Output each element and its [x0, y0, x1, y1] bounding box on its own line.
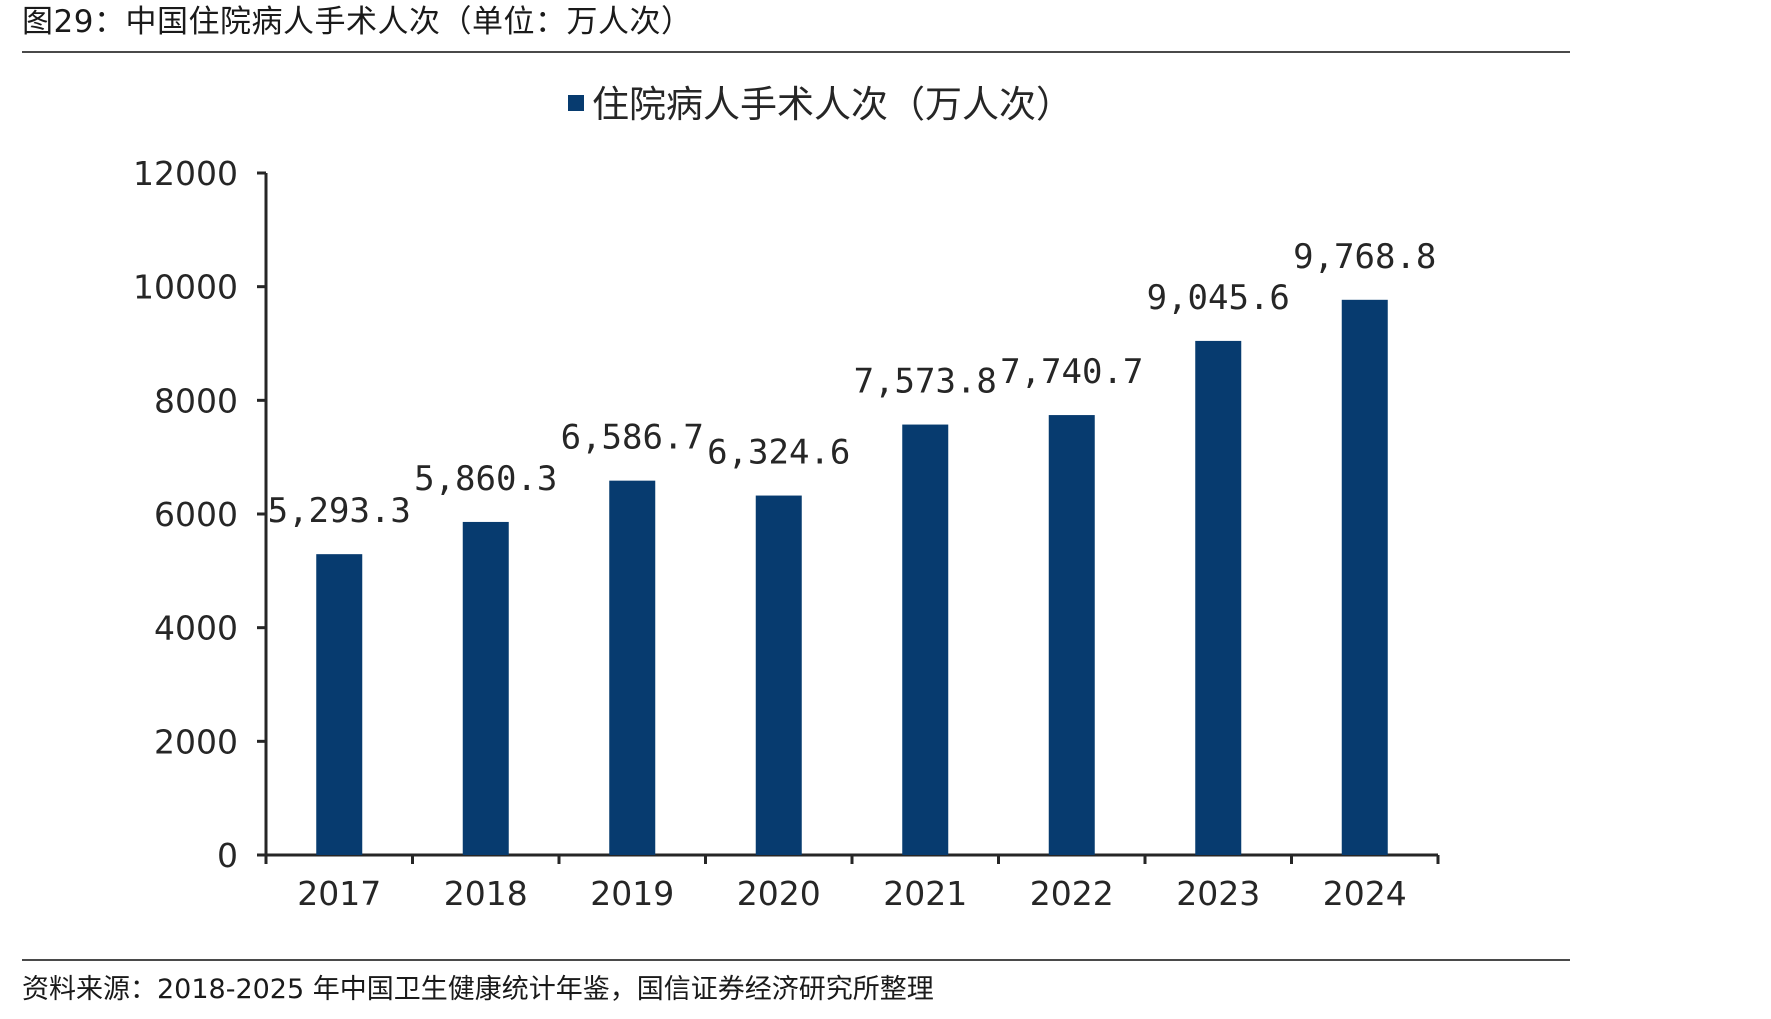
data-label-2020: 6,324.6: [707, 433, 850, 473]
bars: [316, 299, 1388, 855]
y-tick-label: 10000: [133, 268, 238, 307]
bar-2019: [609, 480, 656, 855]
x-tick-label-2020: 2020: [737, 874, 821, 913]
bar-2017: [316, 554, 363, 855]
source-note: 资料来源：2018-2025 年中国卫生健康统计年鉴，国信证券经济研究所整理: [22, 974, 934, 1005]
data-label-2017: 5,293.3: [268, 491, 411, 531]
bar-2018: [462, 521, 509, 855]
y-tick-label: 6000: [154, 495, 238, 534]
x-tick-label-2024: 2024: [1323, 874, 1407, 913]
bar-2021: [902, 424, 949, 855]
x-tick-label-2018: 2018: [444, 874, 528, 913]
data-label-2023: 9,045.6: [1147, 278, 1290, 318]
x-tick-label-2023: 2023: [1176, 874, 1260, 913]
x-tick-label-2022: 2022: [1030, 874, 1114, 913]
y-tick-label: 8000: [154, 381, 238, 420]
axes: 0 2000 4000 6000 8000 10000 12000 2017 2018 2019 2…: [133, 154, 1440, 913]
data-label-2019: 6,586.7: [561, 418, 704, 458]
bottom-rule: [22, 959, 1570, 961]
legend: 住院病人手术人次（万人次）: [568, 83, 1073, 126]
x-tick-label-2019: 2019: [590, 874, 674, 913]
data-labels: 5,293.35,860.36,586.7 6,324.67,573.8 7,740…: [268, 237, 1437, 531]
data-label-2018: 5,860.3: [414, 459, 557, 499]
data-label-2021: 7,573.8: [854, 362, 997, 402]
bar-2023: [1195, 340, 1242, 855]
y-tick-label: 12000: [133, 154, 238, 193]
y-tick-label: 0: [217, 836, 238, 875]
figure-title: 图29：中国住院病人手术人次（单位：万人次）: [22, 4, 693, 40]
bar-chart: 住院病人手术人次（万人次） 0 2000 4000 6000 8000 10000 1200…: [133, 83, 1440, 913]
y-tick-label: 4000: [154, 609, 238, 648]
y-tick-label: 2000: [154, 722, 238, 761]
legend-label: 住院病人手术人次（万人次）: [592, 83, 1073, 126]
x-tick-label-2017: 2017: [297, 874, 381, 913]
x-tick-label-2021: 2021: [883, 874, 967, 913]
data-label-2024: 9,768.8: [1293, 237, 1436, 277]
bar-2020: [755, 495, 802, 855]
bar-2024: [1341, 299, 1388, 855]
legend-swatch: [568, 95, 584, 111]
data-label-2022: 7,740.7: [1000, 352, 1143, 392]
bar-2022: [1048, 415, 1095, 855]
top-rule: [22, 51, 1570, 53]
